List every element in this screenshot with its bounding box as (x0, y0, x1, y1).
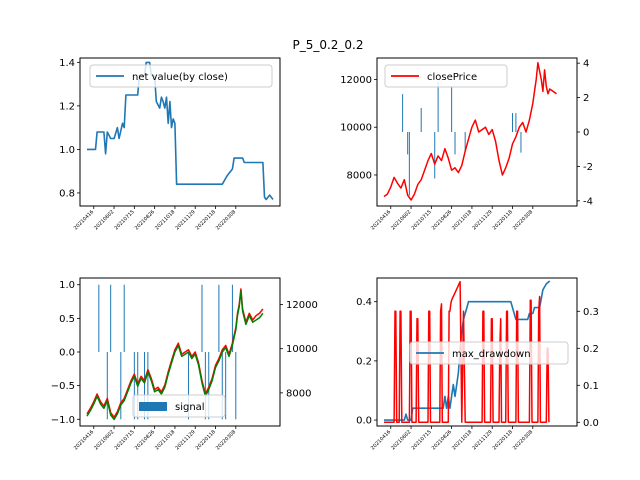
x-tick-label: 20210602 (93, 429, 115, 451)
x-tick-label: 20210416 (370, 429, 392, 451)
legend-label: signal (175, 402, 205, 413)
y2-tick-label: 0.2 (583, 344, 599, 355)
x-tick-label: 20211018 (154, 209, 176, 231)
x-tick-label: 20220118 (195, 429, 217, 451)
signal-bar (120, 352, 122, 420)
panel-max-drawdown: 2021041620210602202107152021082620211018… (356, 277, 599, 451)
x-tick-label: 20210416 (73, 429, 95, 451)
series-line (87, 61, 274, 201)
x-tick-label: 20210715 (411, 429, 433, 451)
signal-bar (225, 352, 227, 420)
signal-bar (201, 284, 203, 352)
x-tick-label: 20210602 (390, 209, 412, 231)
x-tick-label: 20220308 (215, 209, 237, 231)
x-tick-label: 20220118 (492, 429, 514, 451)
signal-bar (235, 352, 237, 420)
y-tick-label: 10000 (340, 123, 372, 134)
signal-bar (187, 352, 189, 420)
y2-tick-label: -2 (583, 162, 593, 173)
x-tick-label: 20220308 (512, 209, 534, 231)
y-tick-label: −0.5 (51, 381, 75, 392)
signal-bar (147, 352, 149, 420)
figure-title: P_5_0.2_0.2 (292, 38, 363, 52)
x-tick-label: 20210715 (411, 209, 433, 231)
series-line (383, 62, 557, 201)
x-tick-label: 20220118 (492, 209, 514, 231)
x-tick-label: 20211129 (174, 209, 196, 231)
x-tick-label: 20210826 (134, 209, 156, 231)
signal-bar (204, 352, 206, 420)
y2-tick-label: 10000 (286, 344, 318, 355)
y-tick-label: 0.2 (356, 356, 372, 367)
x-tick-label: 20210715 (114, 429, 136, 451)
y-tick-label: 12000 (340, 75, 372, 86)
signal-bar (221, 352, 223, 420)
signal-bar (123, 284, 125, 352)
y2-tick-label: 0 (583, 128, 589, 139)
legend-box (132, 394, 226, 418)
y-tick-label: 1.4 (59, 58, 75, 69)
x-tick-label: 20211129 (471, 429, 493, 451)
legend-box (384, 64, 508, 88)
legend-label: net value(by close) (132, 72, 228, 83)
x-tick-label: 20210715 (114, 209, 136, 231)
y-tick-label: 0.8 (59, 188, 75, 199)
x-tick-label: 20211018 (451, 209, 473, 231)
x-tick-label: 20220118 (195, 209, 217, 231)
x-tick-label: 20220308 (215, 429, 237, 451)
signal-bar (218, 284, 220, 352)
x-tick-label: 20210416 (370, 209, 392, 231)
legend-box (409, 341, 569, 365)
y2-tick-label: 4 (583, 59, 589, 70)
y-tick-label: 0.0 (59, 348, 75, 359)
x-tick-label: 20211018 (451, 429, 473, 451)
panel-signal: 2021041620210602202107152021082620211018… (51, 277, 318, 451)
y2-tick-label: 8000 (286, 388, 311, 399)
y2-tick-label: 0.3 (583, 307, 599, 318)
x-tick-label: 20210826 (134, 429, 156, 451)
y-tick-label: 1.0 (59, 280, 75, 291)
series-line (86, 290, 264, 421)
y-tick-label: 1.2 (59, 101, 75, 112)
y2-tick-label: -4 (583, 196, 593, 207)
panel-net-value: 2021041620210602202107152021082620211018… (59, 57, 281, 231)
signal-bar (110, 284, 112, 352)
panel-close-price: 2021041620210602202107152021082620211018… (340, 57, 593, 231)
y2-tick-label: 0.1 (583, 381, 599, 392)
x-tick-label: 20210602 (93, 209, 115, 231)
x-tick-label: 20211129 (471, 209, 493, 231)
x-tick-label: 20210602 (390, 429, 412, 451)
y-tick-label: 0.5 (59, 314, 75, 325)
y-tick-label: 8000 (347, 170, 372, 181)
signal-bar (106, 352, 108, 420)
legend-swatch (139, 402, 167, 411)
y2-tick-label: 0.0 (583, 418, 599, 429)
legend-label: max_drawdown (452, 349, 531, 360)
signal-bar (231, 284, 233, 352)
y-tick-label: 0.4 (356, 297, 372, 308)
y-tick-label: −1.0 (51, 415, 75, 426)
x-tick-label: 20220308 (512, 429, 534, 451)
y2-tick-label: 12000 (286, 300, 318, 311)
x-tick-label: 20210826 (431, 429, 453, 451)
signal-bar (143, 352, 145, 420)
x-tick-label: 20210826 (431, 209, 453, 231)
signal-bar (133, 352, 135, 420)
legend-box (89, 64, 273, 88)
y2-tick-label: 2 (583, 93, 589, 104)
axes-frame (79, 57, 281, 207)
legend-label: closePrice (427, 72, 477, 83)
x-tick-label: 20211018 (154, 429, 176, 451)
axes-frame (376, 277, 578, 427)
y-tick-label: 0.0 (356, 416, 372, 427)
signal-bar (98, 284, 100, 352)
x-tick-label: 20210416 (73, 209, 95, 231)
y-tick-label: 1.0 (59, 145, 75, 156)
x-tick-label: 20211129 (174, 429, 196, 451)
